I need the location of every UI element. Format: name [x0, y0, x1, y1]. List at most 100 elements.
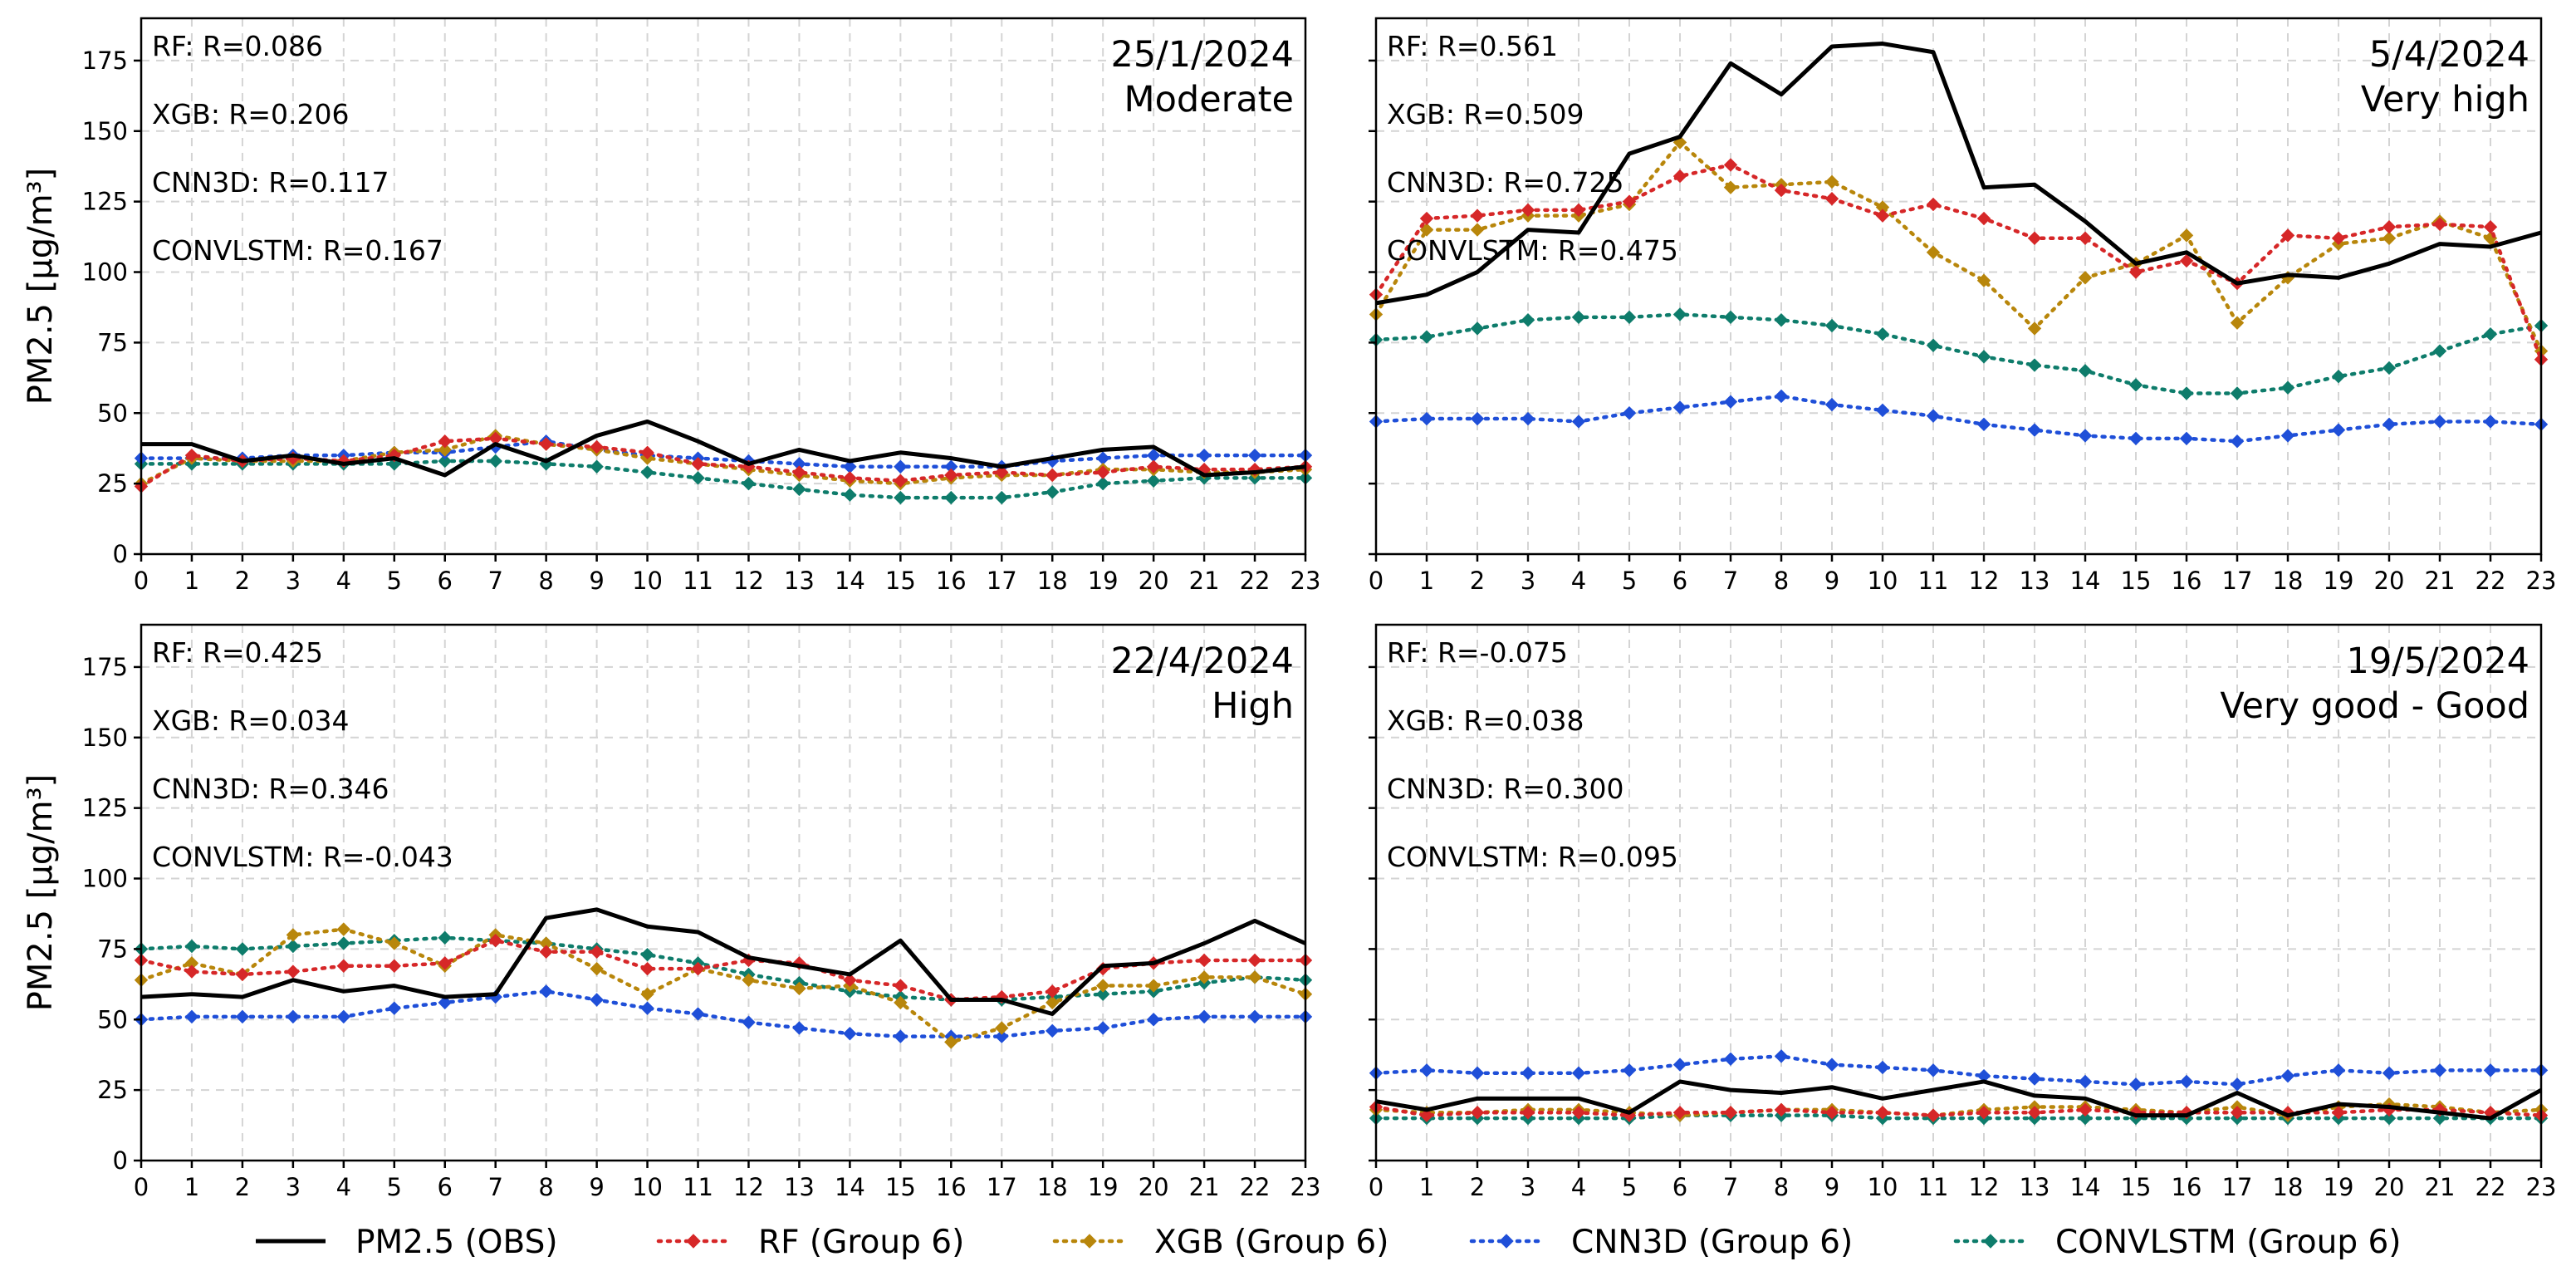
metric-text: CONVLSTM: R=0.475 [1387, 234, 1678, 267]
point-xgb [286, 928, 301, 942]
panels-layer: 0 1 2 3 4 5 6 7 8 9 10 11 12 13 14 15 16 17 18 19 20 21 22 2302… [22, 17, 2556, 1201]
point-xgb [387, 936, 401, 950]
x-tick-label: 20 [2374, 567, 2405, 595]
point-rf [1672, 169, 1687, 184]
series-cnn3d [134, 434, 1313, 474]
x-tick-label: 14 [2070, 1173, 2101, 1201]
point-rf [894, 474, 908, 488]
point-rf [1146, 459, 1161, 474]
point-convlstm [2027, 358, 2042, 372]
metrics: RF: R=0.086 XGB: R=0.206 CNN3D: R=0.117 CON… [152, 30, 443, 267]
point-rf [1926, 1108, 1941, 1122]
x-tick-label: 5 [387, 567, 402, 595]
series-group [1369, 42, 2549, 449]
point-cnn3d [1419, 411, 1434, 426]
x-tick-label: 13 [784, 1173, 815, 1201]
point-rf [640, 961, 654, 976]
x-tick-label: 18 [1037, 1173, 1068, 1201]
point-convlstm [1926, 338, 1941, 352]
point-convlstm [843, 488, 857, 502]
point-cnn3d [1571, 415, 1586, 429]
point-cnn3d [1571, 1066, 1586, 1080]
point-xgb [1046, 995, 1060, 1010]
x-tick-label: 6 [1672, 1173, 1687, 1201]
point-convlstm [590, 459, 604, 474]
series-obs [140, 907, 1307, 1016]
x-tick-label: 18 [2273, 1173, 2304, 1201]
point-xgb [1197, 970, 1212, 984]
series-obs [1375, 1079, 2543, 1121]
point-cnn3d [1247, 448, 1262, 463]
legend-label: CNN3D (Group 6) [1571, 1224, 1853, 1261]
point-convlstm [2382, 1111, 2397, 1126]
point-rf [2179, 1106, 2194, 1120]
y-tick-label: 25 [97, 1076, 128, 1104]
y-axis-label: PM2.5 [µg/m³] [22, 774, 60, 1012]
point-rf [2483, 220, 2498, 234]
point-convlstm [1774, 313, 1789, 327]
metric-text: RF: R=0.561 [1387, 30, 1558, 62]
point-xgb [2027, 321, 2042, 336]
point-cnn3d [2280, 1068, 2295, 1083]
x-tick-label: 10 [632, 1173, 663, 1201]
x-tick-label: 11 [1918, 1173, 1949, 1201]
point-rf [1095, 465, 1110, 479]
series-line-cnn3d [139, 989, 1308, 1038]
metrics: RF: R=-0.075 XGB: R=0.038 CNN3D: R=0.300 CO… [1387, 636, 1678, 873]
point-cnn3d [336, 1009, 351, 1024]
x-tick-label: 15 [2121, 1173, 2152, 1201]
x-tick-label: 4 [1571, 1173, 1586, 1201]
point-rf [1419, 1108, 1434, 1122]
point-rf [1976, 1106, 1991, 1120]
x-tick-label: 6 [438, 1173, 453, 1201]
point-cnn3d [184, 1009, 199, 1024]
point-rf [2027, 1106, 2042, 1120]
point-rf [539, 437, 553, 451]
point-convlstm [1521, 313, 1535, 327]
panel-category: Very high [2361, 79, 2529, 120]
x-tick-label: 8 [538, 567, 553, 595]
x-tick-label: 20 [1139, 1173, 1169, 1201]
x-tick-label: 19 [1088, 567, 1119, 595]
point-rf [691, 961, 705, 976]
series-obs [1375, 42, 2542, 306]
panel-category: High [1212, 685, 1294, 727]
y-tick-label: 100 [82, 865, 128, 893]
point-cnn3d [1146, 1013, 1161, 1027]
point-cnn3d [2432, 415, 2447, 429]
point-convlstm [1146, 474, 1161, 488]
x-tick-label: 19 [1088, 1173, 1119, 1201]
x-tick-label: 12 [1969, 567, 2000, 595]
metric-text: RF: R=-0.075 [1387, 636, 1568, 669]
x-tick-label: 9 [1824, 1173, 1839, 1201]
y-tick-label: 125 [82, 794, 128, 822]
point-cnn3d [2128, 1077, 2143, 1092]
metric-text: CNN3D: R=0.346 [152, 773, 389, 805]
panel-3: 0 1 2 3 4 5 6 7 8 9 10 11 12 13 14 15 16 17 18 19 20 21 22 2302… [22, 623, 1320, 1201]
x-tick-label: 21 [2425, 567, 2456, 595]
x-tick-label: 3 [286, 1173, 301, 1201]
x-tick-label: 18 [2273, 567, 2304, 595]
x-tick-label: 16 [936, 1173, 967, 1201]
series-line-convlstm [1374, 312, 2544, 395]
x-tick-label: 17 [987, 1173, 1017, 1201]
point-convlstm [1622, 310, 1637, 325]
series-group [1369, 1049, 2549, 1126]
x-tick-label: 18 [1037, 567, 1068, 595]
legend: PM2.5 (OBS) RF (Group 6) XGB (Group 6) CNN3… [256, 1224, 2402, 1261]
x-tick-label: 2 [235, 567, 250, 595]
metric-text: CNN3D: R=0.117 [152, 166, 389, 199]
y-tick-label: 25 [97, 469, 128, 498]
plot-frame [1374, 623, 2543, 1162]
point-xgb [336, 922, 351, 936]
x-tick-label: 7 [487, 1173, 502, 1201]
x-tick-label: 2 [1470, 1173, 1485, 1201]
point-xgb [1976, 273, 1991, 287]
x-tick-label: 7 [1723, 567, 1738, 595]
point-rf [691, 457, 705, 471]
point-rf [2128, 1106, 2143, 1120]
point-convlstm [2483, 327, 2498, 341]
point-cnn3d [2230, 434, 2245, 449]
legend-item-convlstm: CONVLSTM (Group 6) [1953, 1224, 2402, 1261]
y-tick-label: 150 [82, 117, 128, 145]
